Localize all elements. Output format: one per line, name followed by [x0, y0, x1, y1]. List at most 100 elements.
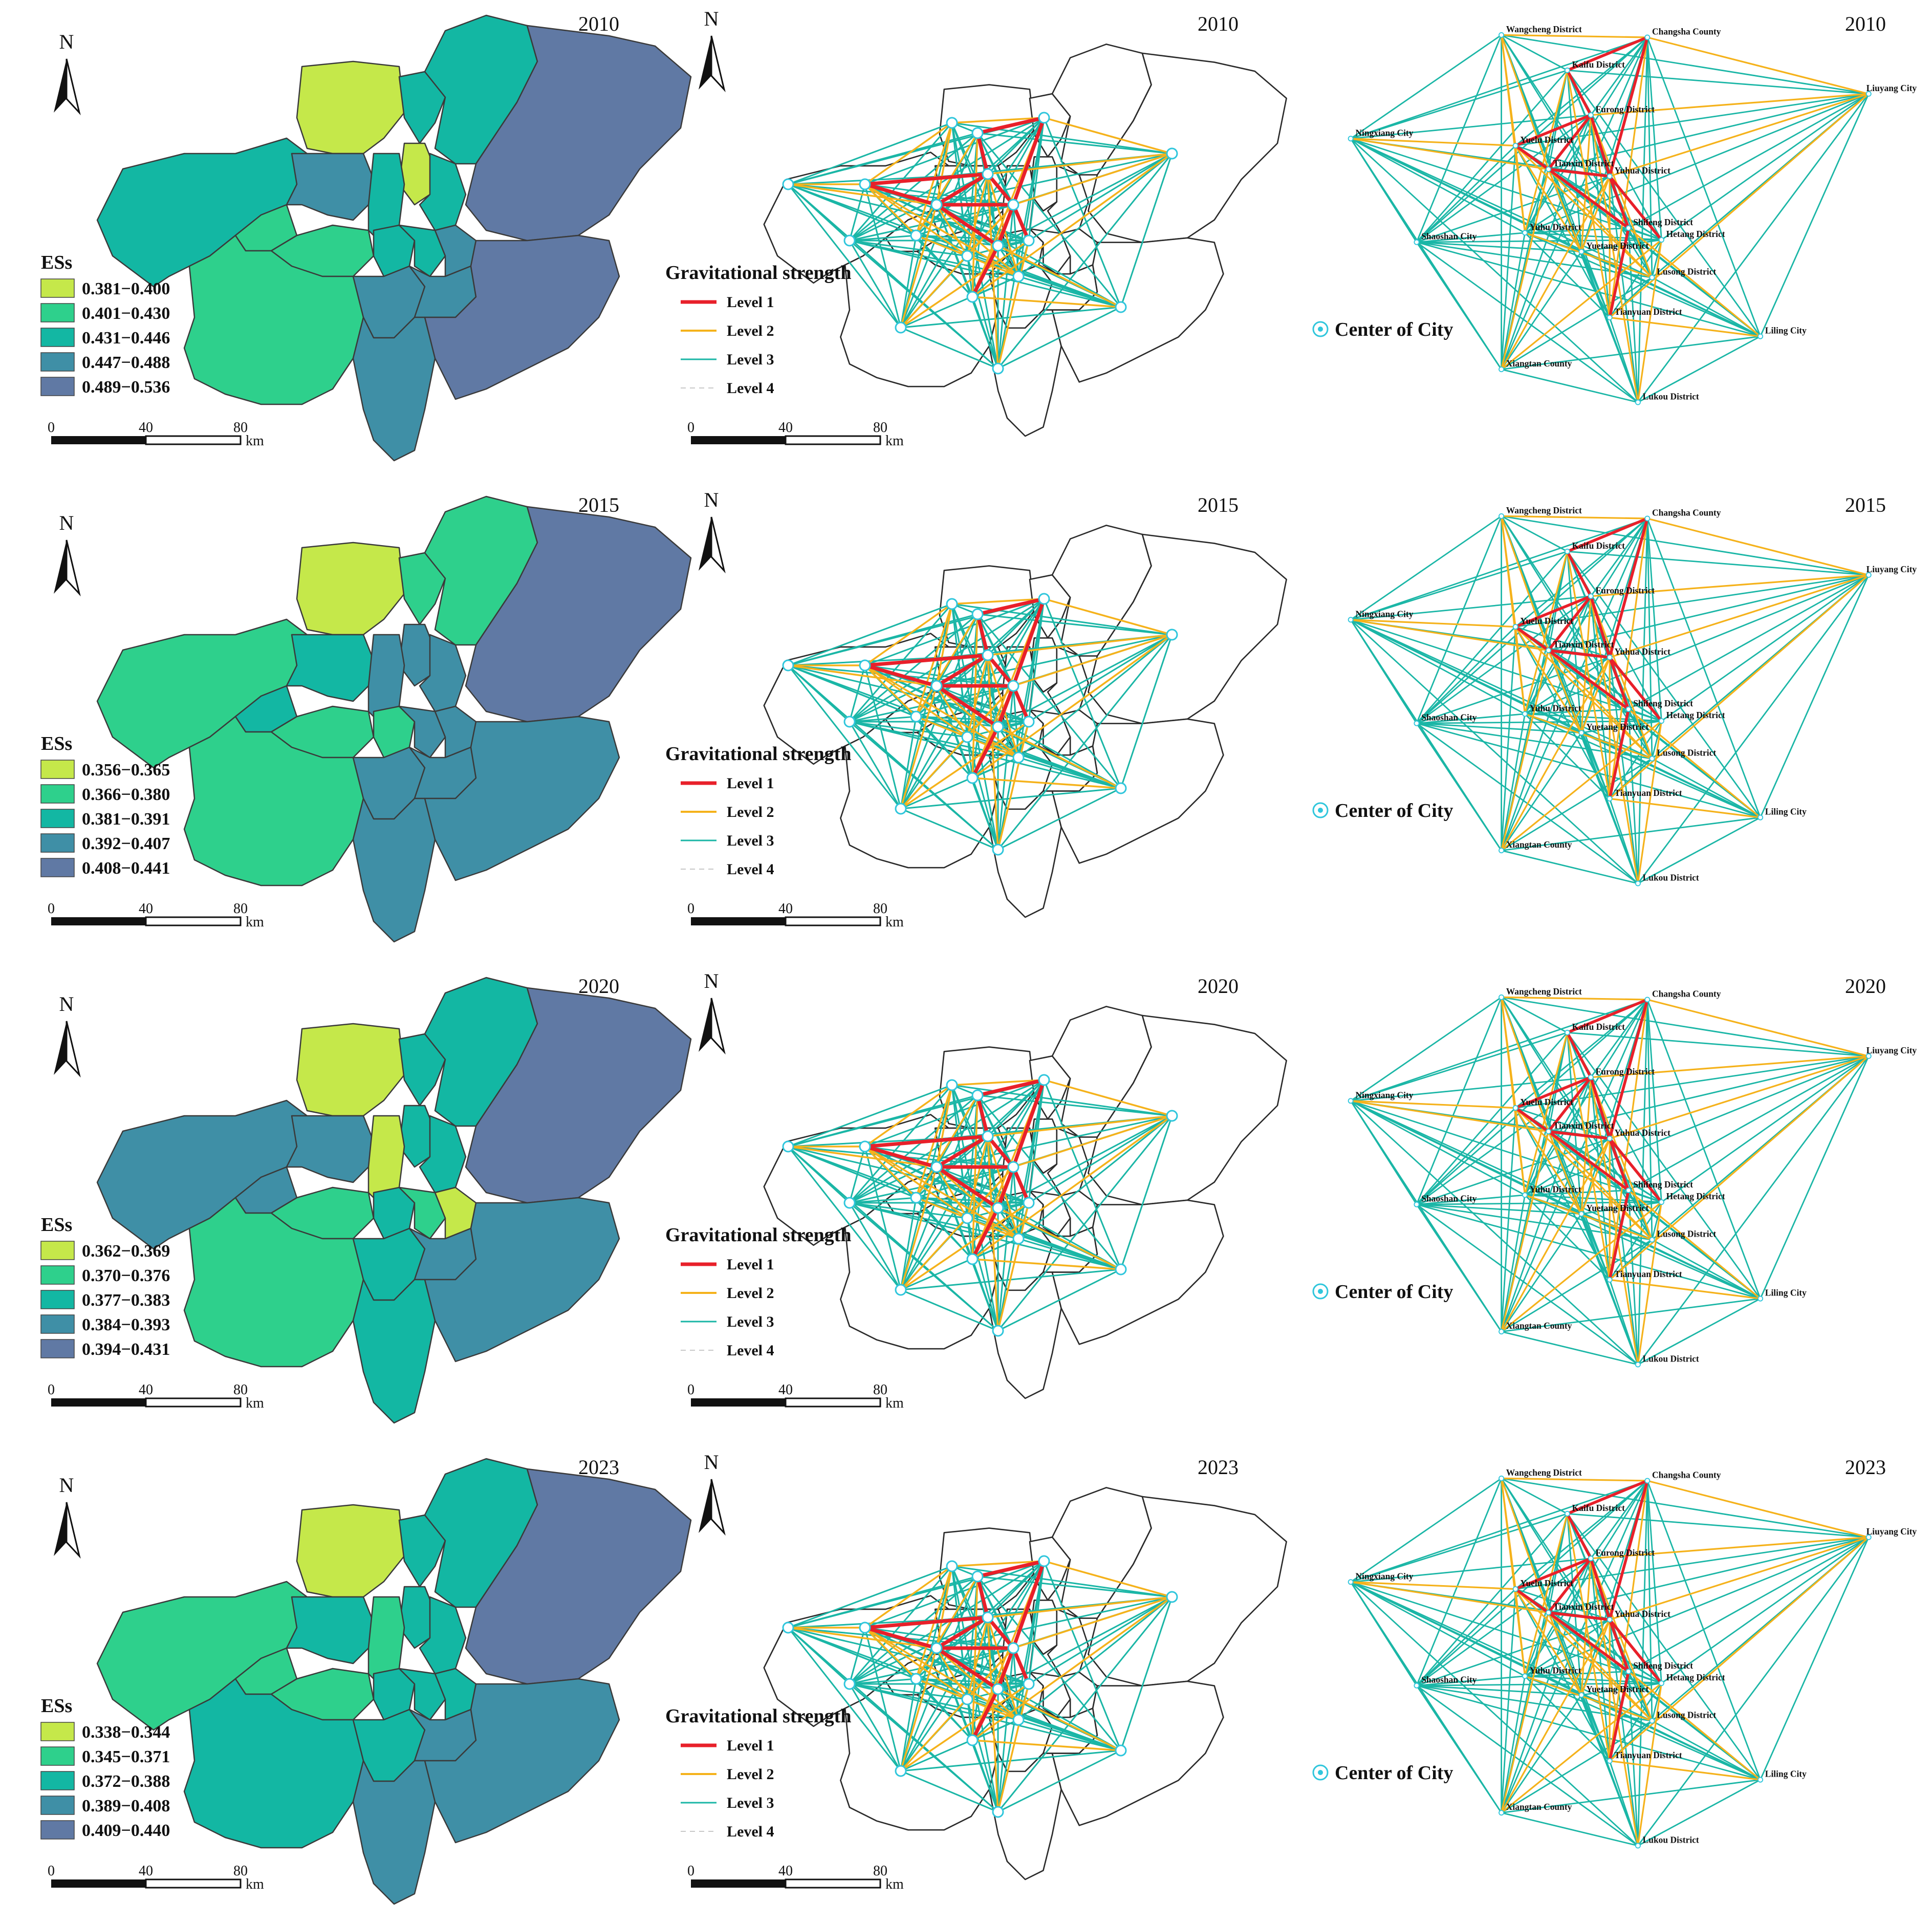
gravity-legend-title: Gravitational strength — [665, 262, 851, 284]
link-level3 — [900, 716, 917, 809]
network-link-level1 — [1548, 648, 1610, 659]
district-label-tianyuan: Tianyuan District — [1614, 307, 1682, 317]
legend-range-1: 0.366−0.380 — [82, 785, 170, 804]
network-link-level3 — [1501, 515, 1869, 576]
link-level3 — [1018, 1719, 1121, 1752]
link-level3 — [849, 613, 978, 723]
north-label: N — [59, 1474, 74, 1497]
network-node-changsha_county — [1644, 1478, 1651, 1484]
scale-bar-black-segment — [51, 1879, 146, 1888]
ess-map-panel-2010: 2010 N ESs 0.381−0.400 0.401−0.430 0.431−0.44… — [40, 12, 692, 462]
network-link-level2 — [1514, 1107, 1582, 1215]
network-link-level3 — [1637, 1298, 1761, 1366]
link-level3 — [951, 1565, 1173, 1598]
link-level3 — [849, 721, 1019, 759]
link-level2 — [864, 1627, 1019, 1721]
scale-tick-80: 80 — [873, 1863, 887, 1879]
link-level1 — [975, 133, 990, 175]
legend-range-0: 0.362−0.369 — [82, 1242, 170, 1261]
network-link-level3 — [1501, 1720, 1653, 1813]
link-level3 — [864, 598, 1045, 666]
district-label-liuyang: Liuyang City — [1866, 1526, 1917, 1537]
network-link-level3 — [1581, 1694, 1761, 1781]
panel-year-label: 2023 — [578, 1456, 619, 1479]
network-link-level2 — [1609, 93, 1870, 318]
link-level3 — [849, 654, 988, 723]
network-link-level3 — [1637, 574, 1870, 884]
link-level2 — [987, 655, 1019, 758]
district-label-lusong: Lusong District — [1657, 267, 1716, 277]
link-level1 — [864, 1144, 937, 1169]
link-level3 — [787, 665, 902, 809]
network-link-level2 — [1350, 1581, 1549, 1614]
link-level3 — [977, 1094, 1173, 1117]
link-level3 — [936, 685, 1029, 723]
district-label-hetang: Hetang District — [1666, 229, 1725, 239]
north-arrow-icon — [699, 998, 726, 1055]
link-level2 — [1044, 1560, 1173, 1598]
legend-swatch-3 — [40, 833, 75, 853]
network-link-level3 — [1652, 758, 1761, 818]
network-link-level3 — [1416, 1203, 1582, 1215]
network-link-level2 — [1590, 115, 1653, 278]
city-node-changsha_county — [1038, 112, 1050, 124]
district-label-shaoshan: Shaoshan City — [1421, 712, 1477, 723]
north-arrow-right-half — [710, 1479, 726, 1536]
link-level1 — [986, 654, 1015, 687]
link-level3 — [976, 1576, 1122, 1751]
network-link-level1 — [1547, 168, 1630, 229]
link-level2 — [971, 1115, 1173, 1260]
link-level2 — [900, 204, 1014, 329]
network-link-level3 — [1351, 1558, 1591, 1583]
network-link-level2 — [1590, 1558, 1639, 1846]
network-link-level2 — [1515, 1107, 1653, 1241]
city-node-yuhua — [1007, 199, 1019, 211]
network-link-level2 — [1637, 721, 1662, 884]
link-level2 — [971, 634, 1173, 779]
legend-swatch-1 — [40, 1746, 75, 1766]
network-link-level2 — [1501, 997, 1550, 1132]
link-level2 — [972, 1258, 1121, 1270]
network-link-level3 — [1637, 335, 1761, 403]
link-level3 — [997, 153, 1173, 247]
link-level1 — [970, 245, 1000, 298]
link-level2 — [971, 1596, 1173, 1741]
network-link-level3 — [1416, 713, 1525, 724]
network-link-level2 — [1591, 574, 1869, 597]
network-node-changsha_county — [1644, 34, 1651, 40]
link-level2 — [864, 1627, 968, 1700]
center-legend: Center of City — [1312, 1762, 1453, 1784]
gravity-map-panel-2023: 2023 N Gravitational strength Level 1 Level … — [665, 1451, 1287, 1892]
district-label-yuelu: Yuelu District — [1520, 135, 1573, 145]
boundary-liling — [1051, 1199, 1224, 1345]
network-node-yuhua — [1607, 1616, 1613, 1623]
link-level2 — [864, 664, 917, 718]
network-link-level2 — [1548, 650, 1653, 760]
network-link-level3 — [1646, 1480, 1761, 1780]
link-level3 — [997, 787, 1121, 851]
network-node-yuetang — [1578, 1211, 1584, 1217]
network-link-level3 — [1351, 114, 1591, 140]
network-link-level2 — [1647, 1480, 1869, 1538]
city-node-shaoshan — [843, 234, 856, 247]
link-level3 — [864, 665, 902, 809]
gravity-legend-title: Gravitational strength — [665, 743, 851, 765]
network-node-kaifu — [1564, 1510, 1570, 1517]
network-link-level3 — [1501, 1298, 1761, 1332]
network-link-level1 — [1608, 176, 1630, 229]
scale-bar-white-segment — [145, 1397, 242, 1408]
legend-title: ESs — [41, 252, 72, 273]
network-link-level3 — [1501, 1213, 1582, 1332]
link-level3 — [900, 1079, 1045, 1290]
network-node-liling — [1757, 1295, 1764, 1302]
district-label-xiangtan_county: Xiangtan County — [1506, 1802, 1572, 1812]
network-node-tianxin — [1546, 1129, 1552, 1135]
district-label-changsha_county: Changsha County — [1652, 1469, 1721, 1480]
network-link-level2 — [1501, 1477, 1647, 1482]
north-arrow-icon — [699, 35, 726, 93]
gravity-legend-title: Gravitational strength — [665, 1224, 851, 1246]
network-panel-2015: 2015 Wangcheng District Changsha County Kai… — [1312, 493, 1917, 887]
link-level3 — [849, 1575, 978, 1685]
district-region-lukou — [352, 1279, 436, 1424]
network-link-level1 — [1567, 1479, 1648, 1515]
